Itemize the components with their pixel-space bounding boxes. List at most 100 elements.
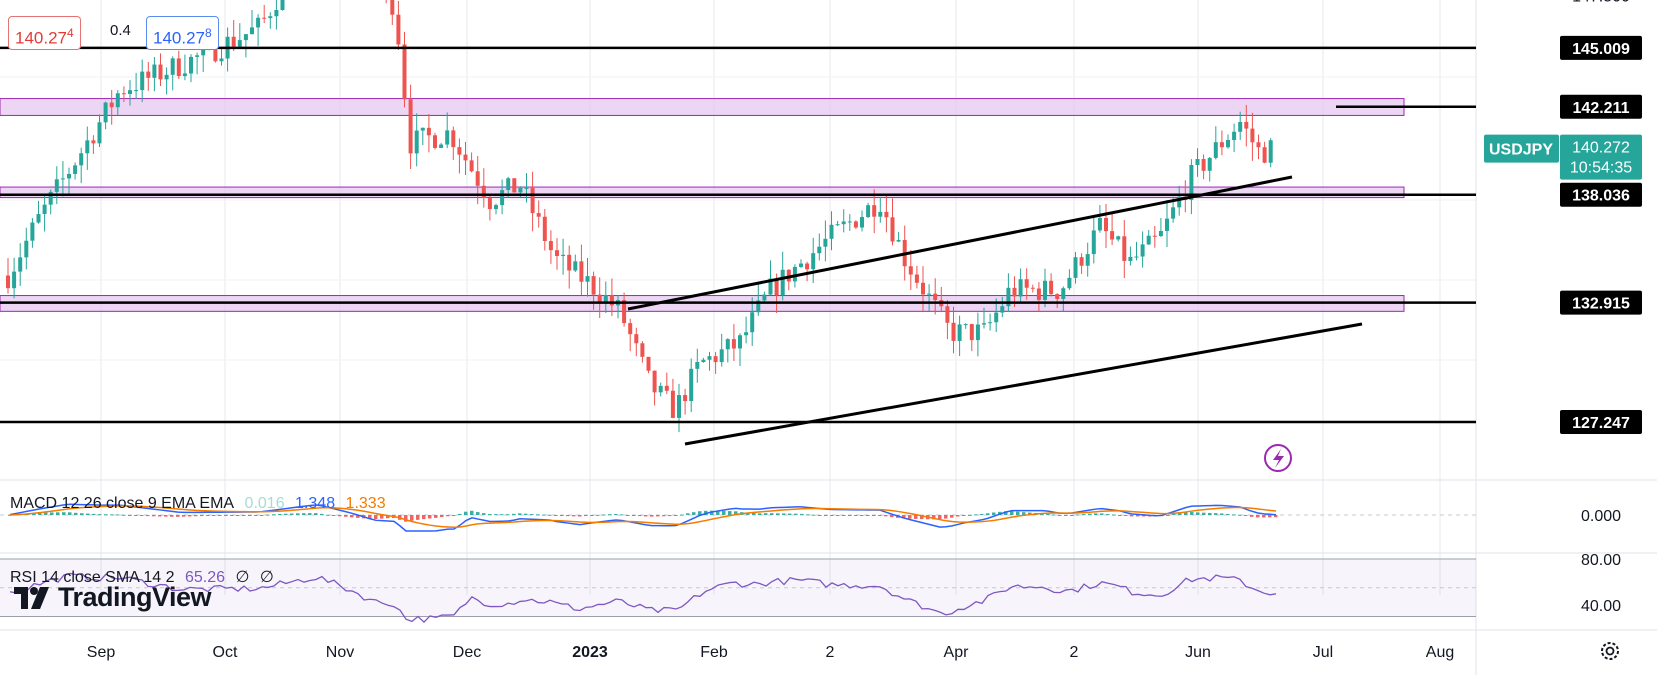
candle <box>988 322 993 324</box>
macd-histogram-bar <box>104 514 108 516</box>
candle <box>689 368 694 402</box>
candle <box>524 187 529 189</box>
macd-histogram-bar <box>470 510 474 515</box>
macd-histogram-bar <box>536 514 540 516</box>
candle <box>146 71 151 78</box>
macd-histogram-bar <box>248 515 252 516</box>
macd-histogram-bar <box>530 514 534 516</box>
macd-histogram-bar <box>950 515 954 518</box>
price-axis-label: 132.915 <box>1560 290 1642 315</box>
candle <box>219 58 224 62</box>
macd-histogram-bar <box>872 515 876 516</box>
macd-histogram-bar <box>680 514 684 516</box>
macd-histogram-bar <box>776 513 780 515</box>
macd-histogram-bar <box>1070 514 1074 516</box>
macd-histogram-bar <box>1244 515 1248 516</box>
macd-histogram-bar <box>272 514 276 516</box>
rsi-line <box>9 572 1277 624</box>
macd-histogram-bar <box>656 515 660 517</box>
ask-price-box[interactable]: 140.278 <box>146 16 219 50</box>
candle <box>30 222 35 241</box>
candle <box>713 356 718 363</box>
time-axis-label: Sep <box>87 644 116 661</box>
macd-histogram-bar <box>176 515 180 517</box>
macd-histogram-bar <box>1004 511 1008 515</box>
candle <box>91 140 96 144</box>
lightning-icon <box>1264 444 1292 472</box>
macd-histogram-bar <box>974 514 978 516</box>
macd-histogram-bar <box>146 515 150 517</box>
macd-line-value: 1.348 <box>295 495 336 512</box>
rsi-value: 65.26 <box>184 569 226 586</box>
macd-histogram-bar <box>668 515 672 517</box>
price-axis-label: 142.211 <box>1560 94 1642 119</box>
time-axis-label: Nov <box>326 644 354 661</box>
candle <box>1061 288 1066 300</box>
macd-histogram-bar <box>152 515 156 517</box>
tradingview-logo[interactable]: TradingView <box>12 582 212 613</box>
macd-histogram-bar <box>878 515 882 516</box>
macd-histogram-bar <box>338 515 342 517</box>
rsi-extra-1: ∅ <box>235 569 250 586</box>
candle <box>402 44 407 100</box>
current-price: 140.272 <box>1572 140 1630 157</box>
macd-histogram-bar <box>1256 515 1260 518</box>
candle <box>829 224 834 239</box>
macd-histogram-bar <box>716 510 720 515</box>
macd-histogram-bar <box>728 511 732 515</box>
candle <box>866 205 871 218</box>
macd-histogram-bar <box>254 515 258 516</box>
macd-histogram-bar <box>710 510 714 515</box>
rsi-legend[interactable]: RSI 14 close SMA 14 2 65.26 ∅ ∅ <box>10 567 280 587</box>
candle <box>60 178 65 180</box>
candle <box>1110 231 1115 240</box>
candle <box>1171 207 1176 219</box>
candle <box>1091 230 1096 255</box>
macd-histogram-bar <box>638 515 642 517</box>
candle <box>140 71 145 91</box>
candle <box>274 10 279 17</box>
macd-histogram-bar <box>1100 513 1104 515</box>
candle <box>445 130 450 145</box>
macd-histogram-bar <box>956 515 960 517</box>
macd-histogram-bar <box>584 515 588 516</box>
candle <box>97 122 102 144</box>
macd-histogram-bar <box>230 515 234 516</box>
channel-lower-trendline <box>684 322 1363 446</box>
macd-histogram-bar <box>1136 515 1140 517</box>
candle <box>1024 279 1029 288</box>
candle <box>213 41 218 62</box>
macd-histogram-bar <box>218 515 222 516</box>
candle <box>1140 244 1145 257</box>
candle <box>548 241 553 251</box>
macd-histogram-bar <box>296 513 300 515</box>
bid-price-box[interactable]: 140.274 <box>8 16 81 50</box>
macd-legend[interactable]: MACD 12 26 close 9 EMA EMA 0.016 1.348 1… <box>10 495 392 513</box>
candle <box>1030 287 1035 289</box>
candle <box>890 217 895 242</box>
candle <box>243 34 248 41</box>
macd-histogram-bar <box>164 515 168 517</box>
candle <box>463 154 468 161</box>
price-axis-label: 147.500 <box>1572 0 1630 5</box>
macd-histogram-bar <box>962 515 966 516</box>
candle <box>731 339 736 349</box>
candle <box>664 385 669 391</box>
macd-histogram-bar <box>440 515 444 518</box>
ask-price: 140.27 <box>153 28 205 48</box>
settings-icon[interactable] <box>1601 642 1619 660</box>
candle <box>927 293 932 295</box>
current-price-tag[interactable]: USDJPY 140.272 10:54:35 <box>1484 134 1642 180</box>
candle <box>1128 256 1133 261</box>
candle <box>115 93 120 108</box>
candle <box>506 178 511 191</box>
candle <box>670 390 675 418</box>
macd-histogram-bar <box>8 514 12 516</box>
macd-histogram-bar <box>884 515 888 517</box>
candle <box>1085 254 1090 266</box>
candle <box>36 214 41 223</box>
macd-histogram-bar <box>968 514 972 516</box>
macd-histogram-bar <box>140 515 144 516</box>
